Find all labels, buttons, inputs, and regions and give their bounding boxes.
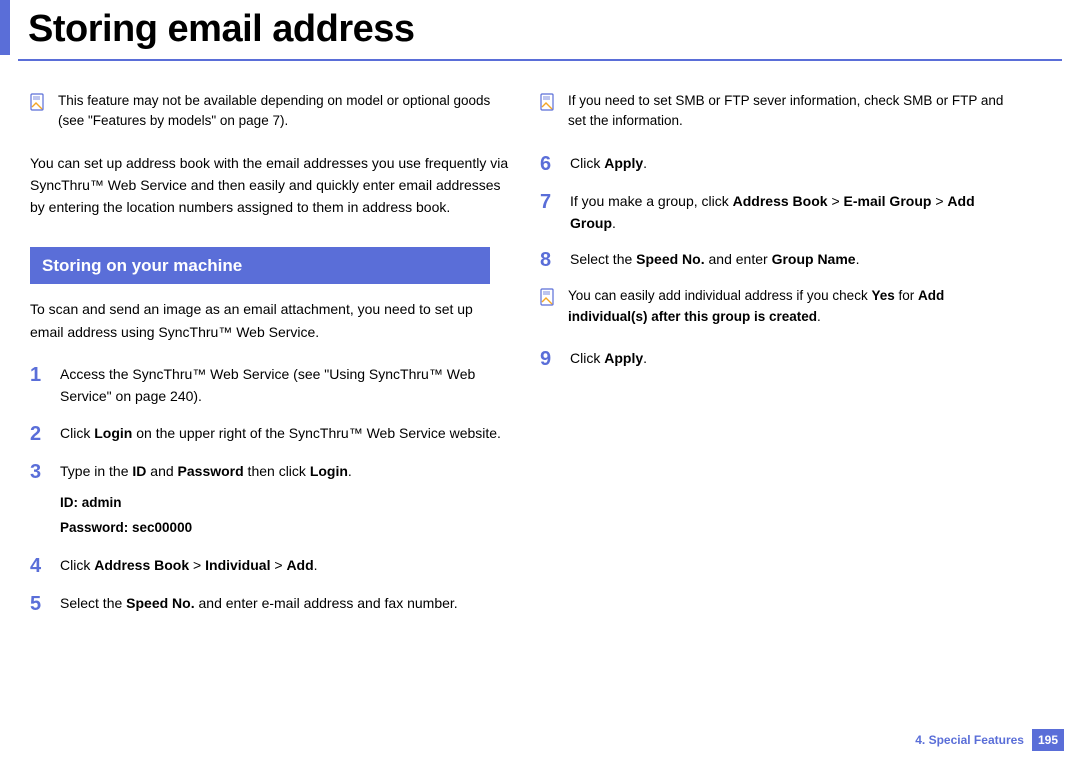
step-row: 3Type in the ID and Password then click … <box>30 460 510 540</box>
intro-paragraph: You can set up address book with the ema… <box>30 152 510 219</box>
step-body: Click Address Book > Individual > Add. <box>60 554 510 576</box>
step-number: 3 <box>30 460 60 484</box>
step-row: 4Click Address Book > Individual > Add. <box>30 554 510 578</box>
note-text: This feature may not be available depend… <box>58 91 510 132</box>
step-body: Access the SyncThru™ Web Service (see "U… <box>60 363 510 408</box>
step-body: Click Apply. <box>570 152 1020 174</box>
note-box: You can easily add individual address if… <box>540 286 1020 327</box>
step-row: 9Click Apply. <box>540 347 1020 371</box>
note-text: You can easily add individual address if… <box>568 286 1020 327</box>
steps-left: 1Access the SyncThru™ Web Service (see "… <box>30 363 510 616</box>
step-number: 8 <box>540 248 570 272</box>
step-body: Click Login on the upper right of the Sy… <box>60 422 510 444</box>
steps-right-1: 6Click Apply.7If you make a group, click… <box>540 152 1020 273</box>
right-column: If you need to set SMB or FTP sever info… <box>540 91 1020 630</box>
footer-page-number: 195 <box>1032 729 1064 751</box>
step-number: 7 <box>540 190 570 214</box>
step-sub: ID: admin <box>60 492 510 515</box>
step-row: 7If you make a group, click Address Book… <box>540 190 1020 235</box>
left-column: This feature may not be available depend… <box>30 91 510 630</box>
step-row: 6Click Apply. <box>540 152 1020 176</box>
step-body: Type in the ID and Password then click L… <box>60 460 510 540</box>
note-icon <box>30 93 46 113</box>
step-row: 8Select the Speed No. and enter Group Na… <box>540 248 1020 272</box>
footer-chapter: 4. Special Features <box>915 733 1024 747</box>
step-body: Select the Speed No. and enter Group Nam… <box>570 248 1020 270</box>
step-body: Select the Speed No. and enter e-mail ad… <box>60 592 510 614</box>
content-columns: This feature may not be available depend… <box>0 91 1080 630</box>
section-intro: To scan and send an image as an email at… <box>30 298 510 343</box>
note-text: If you need to set SMB or FTP sever info… <box>568 91 1020 132</box>
step-row: 5Select the Speed No. and enter e-mail a… <box>30 592 510 616</box>
note-icon <box>540 288 556 308</box>
step-number: 6 <box>540 152 570 176</box>
section-heading: Storing on your machine <box>30 247 490 285</box>
step-number: 2 <box>30 422 60 446</box>
note-box: This feature may not be available depend… <box>30 91 510 132</box>
step-sub: Password: sec00000 <box>60 517 510 540</box>
step-body: Click Apply. <box>570 347 1020 369</box>
step-number: 5 <box>30 592 60 616</box>
step-number: 1 <box>30 363 60 387</box>
step-number: 4 <box>30 554 60 578</box>
title-underline <box>18 59 1062 61</box>
step-body: If you make a group, click Address Book … <box>570 190 1020 235</box>
step-row: 2Click Login on the upper right of the S… <box>30 422 510 446</box>
page-title: Storing email address <box>0 0 1080 55</box>
steps-right-2: 9Click Apply. <box>540 347 1020 371</box>
note-icon <box>540 93 556 113</box>
step-number: 9 <box>540 347 570 371</box>
note-box: If you need to set SMB or FTP sever info… <box>540 91 1020 132</box>
footer: 4. Special Features 195 <box>915 729 1064 751</box>
step-row: 1Access the SyncThru™ Web Service (see "… <box>30 363 510 408</box>
